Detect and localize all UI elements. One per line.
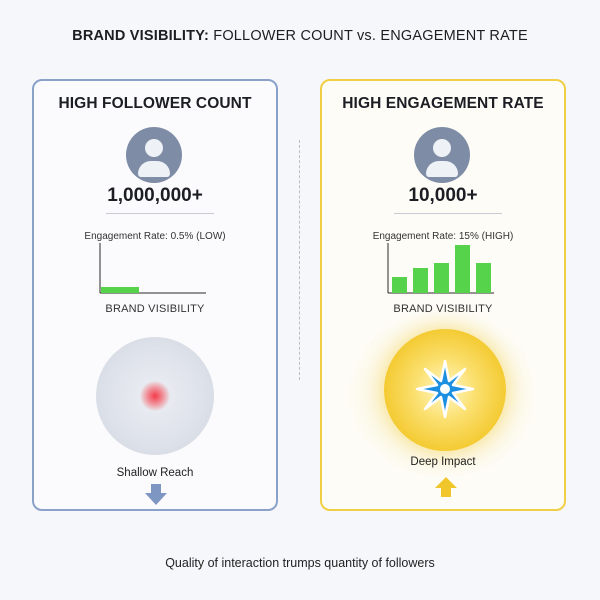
engagement-rate-label: Engagement Rate: 0.5% (LOW): [84, 231, 226, 242]
engagement-rate-card: HIGH ENGAGEMENT RATE 10,000+ Engagement …: [320, 79, 566, 511]
engagement-bar: [392, 277, 407, 293]
center-dashed-divider: [299, 140, 300, 380]
card-heading: HIGH FOLLOWER COUNT: [58, 95, 252, 112]
engagement-bar: [455, 245, 470, 293]
starburst-icon: [415, 359, 475, 419]
title-rest: FOLLOWER COUNT vs. ENGAGEMENT RATE: [209, 28, 528, 44]
arrow-down-icon: [145, 484, 167, 505]
engagement-bar: [476, 263, 491, 293]
deep-impact-orb: [384, 329, 506, 451]
divider-rule: [106, 213, 214, 214]
engagement-bar-chart-high: [387, 243, 494, 294]
arrow-up-icon: [435, 477, 457, 497]
shallow-reach-caption: Shallow Reach: [116, 467, 194, 479]
divider-rule: [394, 213, 502, 214]
follower-count-value: 1,000,000+: [107, 185, 203, 206]
engagement-bar-chart-low: [99, 243, 206, 294]
engagement-bar: [101, 287, 139, 293]
title-bold: BRAND VISIBILITY:: [72, 28, 210, 44]
footer-tagline: Quality of interaction trumps quantity o…: [165, 556, 435, 570]
person-avatar-icon: [126, 127, 182, 183]
diagram-title: BRAND VISIBILITY: FOLLOWER COUNT vs. ENG…: [0, 28, 600, 44]
engagement-bar: [434, 263, 449, 293]
engagement-rate-label: Engagement Rate: 15% (HIGH): [372, 231, 514, 242]
follower-count-value: 10,000+: [408, 185, 478, 206]
brand-visibility-label: BRAND VISIBILITY: [105, 303, 205, 315]
brand-visibility-label: BRAND VISIBILITY: [322, 303, 564, 315]
deep-impact-caption: Deep Impact: [410, 456, 476, 468]
red-dot-icon: [140, 381, 170, 411]
engagement-bar: [413, 268, 428, 293]
follower-count-card: HIGH FOLLOWER COUNT 1,000,000+ Engagemen…: [32, 79, 278, 511]
person-avatar-icon: [414, 127, 470, 183]
shallow-reach-orb: [96, 337, 214, 455]
card-heading: HIGH ENGAGEMENT RATE: [342, 95, 544, 112]
